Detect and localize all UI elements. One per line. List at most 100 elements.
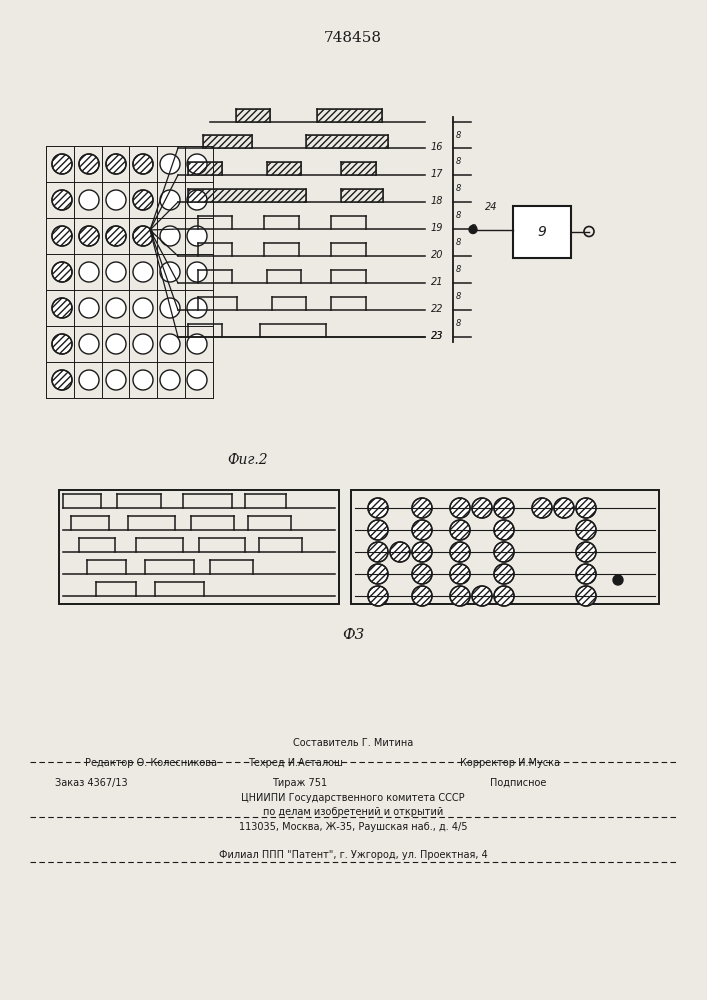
Bar <box>188 162 223 175</box>
Circle shape <box>133 370 153 390</box>
Circle shape <box>79 190 99 210</box>
Text: Техред И.Асталош: Техред И.Асталош <box>248 758 343 768</box>
Circle shape <box>450 520 470 540</box>
Circle shape <box>450 542 470 562</box>
Circle shape <box>79 370 99 390</box>
Circle shape <box>576 542 596 562</box>
Bar <box>513 206 571 257</box>
Text: Филиал ППП "Патент", г. Ужгород, ул. Проектная, 4: Филиал ППП "Патент", г. Ужгород, ул. Про… <box>218 850 487 860</box>
Circle shape <box>79 334 99 354</box>
Circle shape <box>160 298 180 318</box>
Text: 8: 8 <box>456 319 462 328</box>
Text: Редактор О. Колесникова: Редактор О. Колесникова <box>85 758 217 768</box>
Circle shape <box>133 262 153 282</box>
Circle shape <box>450 586 470 606</box>
Circle shape <box>187 298 207 318</box>
Text: 8: 8 <box>456 130 462 139</box>
Circle shape <box>576 586 596 606</box>
Text: 18: 18 <box>431 196 443 206</box>
Circle shape <box>160 370 180 390</box>
Text: по делам изобретений и открытий: по делам изобретений и открытий <box>263 807 443 817</box>
Circle shape <box>133 190 153 210</box>
Circle shape <box>52 190 72 210</box>
Circle shape <box>133 298 153 318</box>
Circle shape <box>187 190 207 210</box>
Circle shape <box>368 498 388 518</box>
Bar <box>236 109 270 122</box>
Circle shape <box>79 226 99 246</box>
Text: 8: 8 <box>456 211 462 220</box>
Text: Составитель Г. Митина: Составитель Г. Митина <box>293 738 413 748</box>
Circle shape <box>494 520 514 540</box>
Circle shape <box>472 586 492 606</box>
Circle shape <box>368 586 388 606</box>
Circle shape <box>79 154 99 174</box>
Text: 9: 9 <box>469 225 477 234</box>
Text: 748458: 748458 <box>324 31 382 45</box>
Text: 19: 19 <box>431 223 443 233</box>
Circle shape <box>52 334 72 354</box>
Circle shape <box>494 564 514 584</box>
Circle shape <box>133 226 153 246</box>
Circle shape <box>79 262 99 282</box>
Circle shape <box>52 262 72 282</box>
Text: 23: 23 <box>431 331 443 341</box>
Text: Ф3: Ф3 <box>341 628 364 642</box>
Text: 8: 8 <box>456 184 462 193</box>
Circle shape <box>368 542 388 562</box>
Circle shape <box>52 370 72 390</box>
Circle shape <box>532 498 552 518</box>
Circle shape <box>133 334 153 354</box>
Bar <box>341 162 375 175</box>
Circle shape <box>187 334 207 354</box>
Text: Фиг.2: Фиг.2 <box>228 453 269 467</box>
Text: 23: 23 <box>431 331 443 341</box>
Circle shape <box>613 575 623 585</box>
Text: 8: 8 <box>456 238 462 247</box>
Bar <box>341 189 383 202</box>
Circle shape <box>494 542 514 562</box>
Circle shape <box>187 262 207 282</box>
Circle shape <box>106 298 126 318</box>
Circle shape <box>412 520 432 540</box>
Circle shape <box>368 520 388 540</box>
Circle shape <box>52 226 72 246</box>
Circle shape <box>412 586 432 606</box>
Circle shape <box>187 370 207 390</box>
Text: 22: 22 <box>431 304 443 314</box>
Text: Подписное: Подписное <box>490 778 547 788</box>
Circle shape <box>160 334 180 354</box>
Circle shape <box>494 498 514 518</box>
Circle shape <box>412 498 432 518</box>
Circle shape <box>469 226 477 233</box>
Circle shape <box>160 262 180 282</box>
Text: Тираж 751: Тираж 751 <box>272 778 327 788</box>
Circle shape <box>494 586 514 606</box>
Text: 9: 9 <box>537 225 547 238</box>
Circle shape <box>160 226 180 246</box>
Circle shape <box>576 564 596 584</box>
Circle shape <box>450 498 470 518</box>
Circle shape <box>79 298 99 318</box>
Circle shape <box>450 564 470 584</box>
Bar <box>317 109 382 122</box>
Bar <box>188 189 306 202</box>
Circle shape <box>187 154 207 174</box>
Circle shape <box>133 154 153 174</box>
Circle shape <box>106 262 126 282</box>
Circle shape <box>576 498 596 518</box>
Bar <box>203 135 252 148</box>
Circle shape <box>472 498 492 518</box>
Text: Заказ 4367/13: Заказ 4367/13 <box>55 778 128 788</box>
Text: 24: 24 <box>485 202 497 213</box>
Text: 113035, Москва, Ж-35, Раушская наб., д. 4/5: 113035, Москва, Ж-35, Раушская наб., д. … <box>239 822 467 832</box>
Text: 8: 8 <box>456 157 462 166</box>
Text: 21: 21 <box>431 277 443 287</box>
Bar <box>351 490 659 604</box>
Circle shape <box>160 190 180 210</box>
Bar <box>306 135 388 148</box>
Text: 17: 17 <box>431 169 443 179</box>
Circle shape <box>106 370 126 390</box>
Text: 20: 20 <box>431 250 443 260</box>
Text: ЦНИИПИ Государственного комитета СССР: ЦНИИПИ Государственного комитета СССР <box>241 793 464 803</box>
